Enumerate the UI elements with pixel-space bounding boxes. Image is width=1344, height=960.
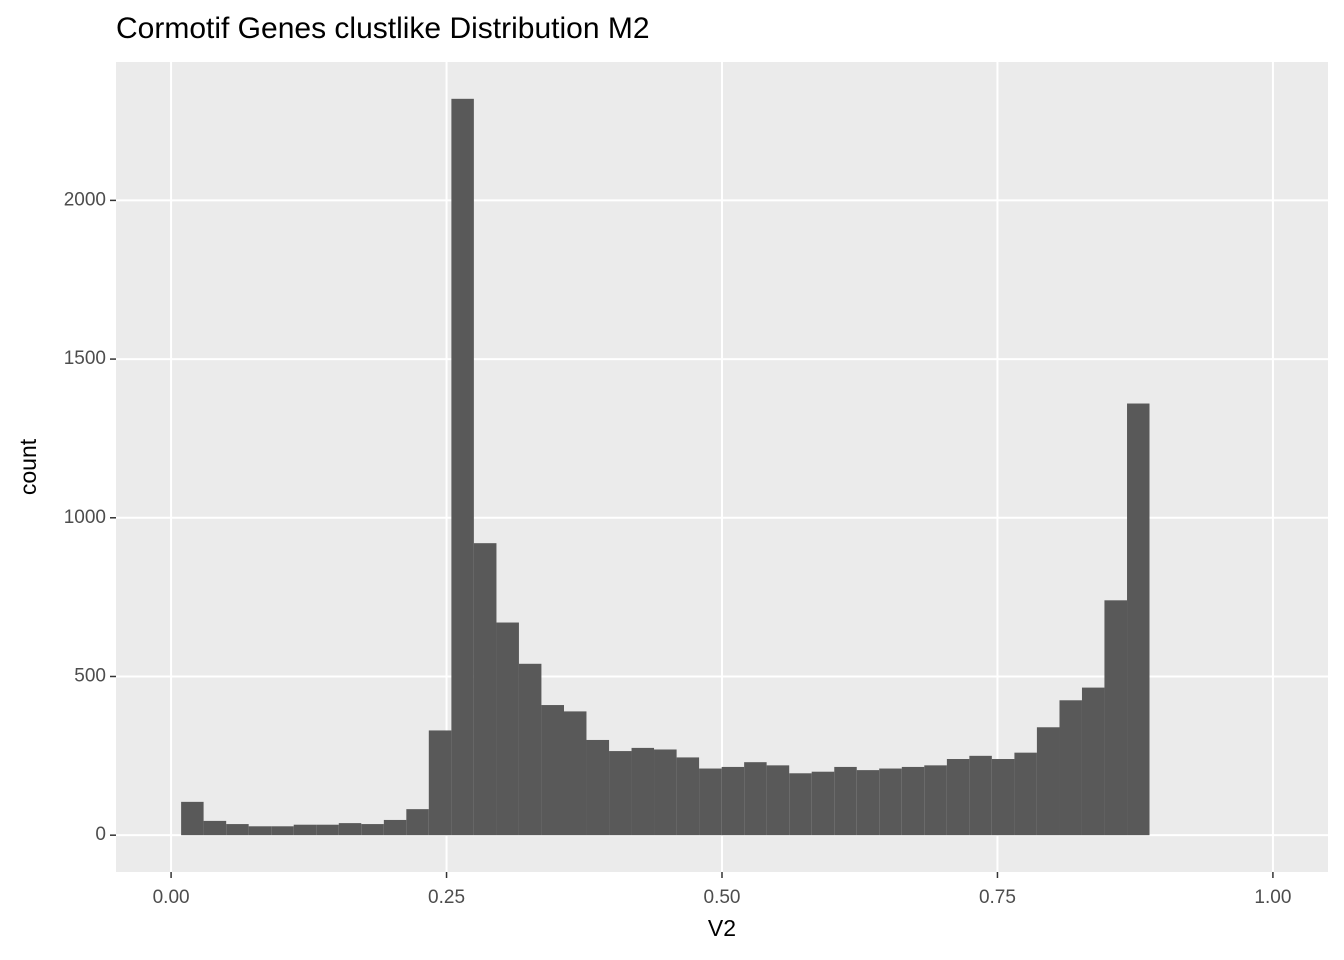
bar xyxy=(789,773,812,836)
x-tick-label: 1.00 xyxy=(1254,887,1291,908)
bar xyxy=(496,622,519,836)
bar xyxy=(361,824,384,836)
bar xyxy=(316,824,339,836)
bar xyxy=(856,770,880,836)
y-tick-label: 1000 xyxy=(64,507,106,528)
bar xyxy=(451,98,474,836)
y-axis-title: count xyxy=(15,438,41,495)
bar xyxy=(766,765,790,836)
x-tick-label: 0.25 xyxy=(428,887,465,908)
bar xyxy=(969,755,992,836)
bar xyxy=(991,759,1015,836)
x-tick-label: 0.75 xyxy=(979,887,1016,908)
bar xyxy=(609,751,632,836)
bar xyxy=(1014,752,1037,836)
bar xyxy=(203,820,227,836)
y-tick-label: 1500 xyxy=(64,348,106,369)
bar xyxy=(293,824,317,836)
y-tick-label: 0 xyxy=(95,824,106,845)
bar xyxy=(518,663,542,836)
bar xyxy=(744,762,767,836)
bar xyxy=(1104,600,1128,836)
bar xyxy=(248,826,272,836)
bar xyxy=(338,823,362,836)
bar xyxy=(676,757,700,836)
bar xyxy=(654,749,677,836)
bar xyxy=(811,771,835,836)
x-tick-label: 0.00 xyxy=(153,887,190,908)
x-tick-label: 0.50 xyxy=(704,887,741,908)
bar xyxy=(406,809,429,836)
bar xyxy=(699,768,722,836)
bar xyxy=(901,766,925,836)
bar xyxy=(473,543,497,836)
bar xyxy=(563,711,587,836)
bar xyxy=(541,705,564,836)
y-tick-label: 500 xyxy=(74,665,106,686)
bar xyxy=(383,819,407,836)
bar xyxy=(834,766,857,836)
bar xyxy=(428,730,452,836)
y-tick-label: 2000 xyxy=(64,189,106,210)
bar xyxy=(879,768,902,836)
chart-title: Cormotif Genes clustlike Distribution M2 xyxy=(116,12,650,45)
bar xyxy=(946,759,970,836)
bar xyxy=(924,765,947,836)
bar xyxy=(1127,403,1150,836)
bar xyxy=(1036,727,1060,836)
bar xyxy=(181,801,204,836)
bar xyxy=(631,747,655,836)
bar xyxy=(1059,700,1082,836)
bar xyxy=(271,826,294,836)
bar xyxy=(226,824,249,836)
bar xyxy=(586,739,610,836)
bar xyxy=(1081,687,1105,836)
bar xyxy=(721,766,745,836)
x-axis-title: V2 xyxy=(708,915,736,941)
